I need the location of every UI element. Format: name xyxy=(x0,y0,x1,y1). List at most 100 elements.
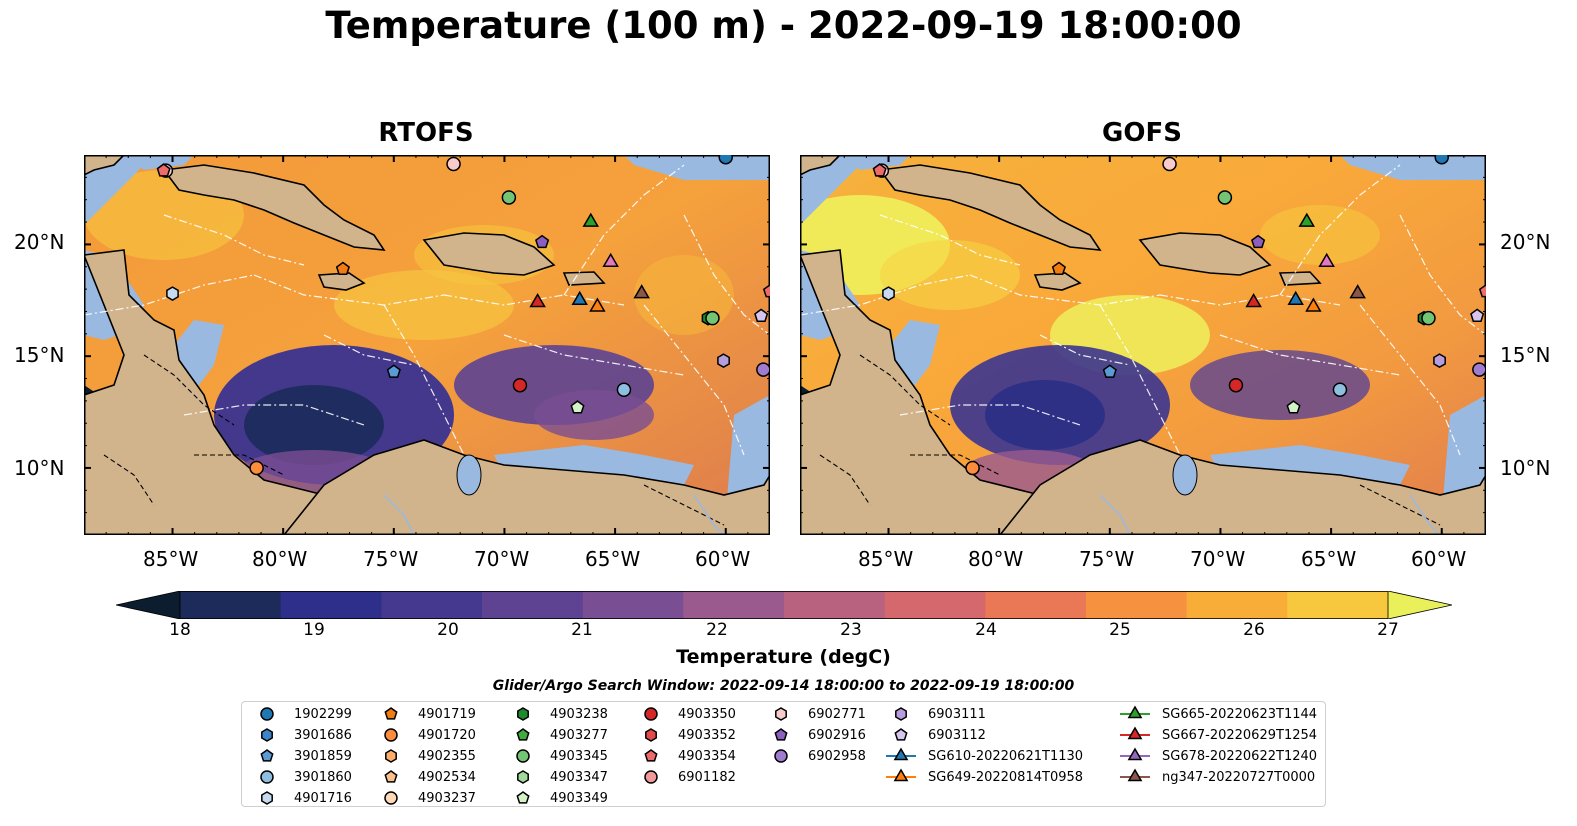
legend-label: 4901720 xyxy=(418,727,476,743)
landmass xyxy=(562,271,606,286)
rtofs-map xyxy=(84,155,770,535)
circle-marker-icon xyxy=(516,749,530,763)
landmass xyxy=(422,232,556,276)
legend-item: 6903111 xyxy=(884,704,986,724)
observation-marker xyxy=(633,284,650,299)
colorbar-tick-label: 23 xyxy=(840,620,862,640)
legend-label: 4902355 xyxy=(418,748,476,764)
temperature-colorbar xyxy=(116,591,1452,619)
legend-label: 6902771 xyxy=(808,706,866,722)
lon-tick-label: 65°W xyxy=(585,547,641,571)
legend-item: SG678-20220622T1240 xyxy=(1118,746,1317,766)
legend-item: 3901860 xyxy=(250,767,352,787)
landmass xyxy=(1278,271,1322,286)
colorbar-segment xyxy=(1287,591,1389,619)
legend-label: 4903352 xyxy=(678,727,736,743)
landmass xyxy=(1138,232,1272,276)
observation-marker xyxy=(335,261,350,276)
lon-tick-label: 85°W xyxy=(858,547,914,571)
legend-item: 4903350 xyxy=(634,704,736,724)
pentagon-marker-icon xyxy=(384,770,398,783)
colorbar-segment xyxy=(784,591,886,619)
observation-marker xyxy=(570,400,585,414)
lon-tick-label: 70°W xyxy=(1190,547,1246,571)
observation-marker xyxy=(582,212,599,227)
legend-item: SG649-20220814T0958 xyxy=(884,767,1083,787)
observation-marker xyxy=(1287,290,1304,306)
observation-marker xyxy=(1102,364,1117,378)
colorbar-tick-label: 21 xyxy=(571,620,593,640)
hexagon-marker-icon xyxy=(385,749,397,763)
observation-marker xyxy=(1349,284,1366,299)
triangle-marker-icon xyxy=(1120,747,1150,761)
legend-label: 1902299 xyxy=(294,706,352,722)
legend-label: 6903112 xyxy=(928,727,986,743)
colorbar-segment xyxy=(683,591,785,619)
pentagon-marker-icon xyxy=(644,749,658,762)
landmass xyxy=(800,155,842,176)
observation-marker xyxy=(166,286,179,301)
triangle-marker-icon xyxy=(1120,705,1150,719)
colorbar-tick-label: 19 xyxy=(303,620,325,640)
hexagon-marker-icon xyxy=(517,707,529,721)
legend-label: 4901716 xyxy=(294,790,352,806)
legend-item: 4901719 xyxy=(374,704,476,724)
legend-label: 4903277 xyxy=(550,727,608,743)
observation-marker xyxy=(571,290,588,306)
observation-marker xyxy=(1434,155,1449,165)
legend-item: 4903238 xyxy=(506,704,608,724)
colorbar-tick-label: 24 xyxy=(975,620,997,640)
lat-tick-label: 20°N xyxy=(14,230,65,254)
legend-item: 6902958 xyxy=(764,746,866,766)
observation-marker xyxy=(882,286,895,301)
search-window-caption: Glider/Argo Search Window: 2022-09-14 18… xyxy=(492,678,1075,694)
pentagon-marker-icon xyxy=(516,791,530,804)
legend-item: 6902771 xyxy=(764,704,866,724)
colorbar-tick-label: 20 xyxy=(437,620,459,640)
observation-marker xyxy=(754,308,769,322)
legend-label: 6902958 xyxy=(808,748,866,764)
legend-label: SG678-20220622T1240 xyxy=(1162,748,1318,764)
lon-tick-label: 70°W xyxy=(474,547,530,571)
observation-marker xyxy=(1318,252,1335,268)
gofs-map xyxy=(800,155,1486,535)
legend-item: 4903349 xyxy=(506,788,608,808)
circle-marker-icon xyxy=(644,707,658,721)
pentagon-marker-icon xyxy=(894,728,908,741)
legend-item: 4903277 xyxy=(506,725,608,745)
triangle-marker-icon xyxy=(1120,768,1150,782)
colorbar-tick-label: 26 xyxy=(1243,620,1265,640)
lon-tick-label: 60°W xyxy=(1411,547,1467,571)
legend-label: 3901686 xyxy=(294,727,352,743)
legend-label: 3901859 xyxy=(294,748,352,764)
observation-marker xyxy=(501,190,517,205)
legend-label: 4901719 xyxy=(418,706,476,722)
hexagon-marker-icon xyxy=(261,728,273,742)
landmass xyxy=(162,164,386,251)
colorbar-segment xyxy=(582,591,684,619)
observation-marker xyxy=(156,163,171,177)
legend-item: 4903347 xyxy=(506,767,608,787)
lon-tick-label: 75°W xyxy=(1079,547,1135,571)
circle-marker-icon xyxy=(644,770,658,784)
legend-item: 6902916 xyxy=(764,725,866,745)
legend-label: 6902916 xyxy=(808,727,866,743)
triangle-marker-icon xyxy=(1120,726,1150,740)
observation-marker xyxy=(1245,293,1262,308)
observation-marker xyxy=(1217,190,1233,205)
observation-marker xyxy=(872,163,887,177)
lon-tick-label: 80°W xyxy=(968,547,1024,571)
colorbar-tick-label: 25 xyxy=(1109,620,1131,640)
legend-label: ng347-20220727T0000 xyxy=(1162,769,1316,785)
legend-item: 3901686 xyxy=(250,725,352,745)
legend-item: 4903345 xyxy=(506,746,608,766)
observation-marker xyxy=(762,283,770,298)
legend-label: 4903347 xyxy=(550,769,608,785)
legend-label: SG649-20220814T0958 xyxy=(928,769,1084,785)
legend-item: 6903112 xyxy=(884,725,986,745)
legend-item: 4901716 xyxy=(250,788,352,808)
observation-marker xyxy=(1332,382,1348,397)
legend-label: 4903237 xyxy=(418,790,476,806)
circle-marker-icon xyxy=(260,770,274,784)
hexagon-marker-icon xyxy=(895,707,907,721)
